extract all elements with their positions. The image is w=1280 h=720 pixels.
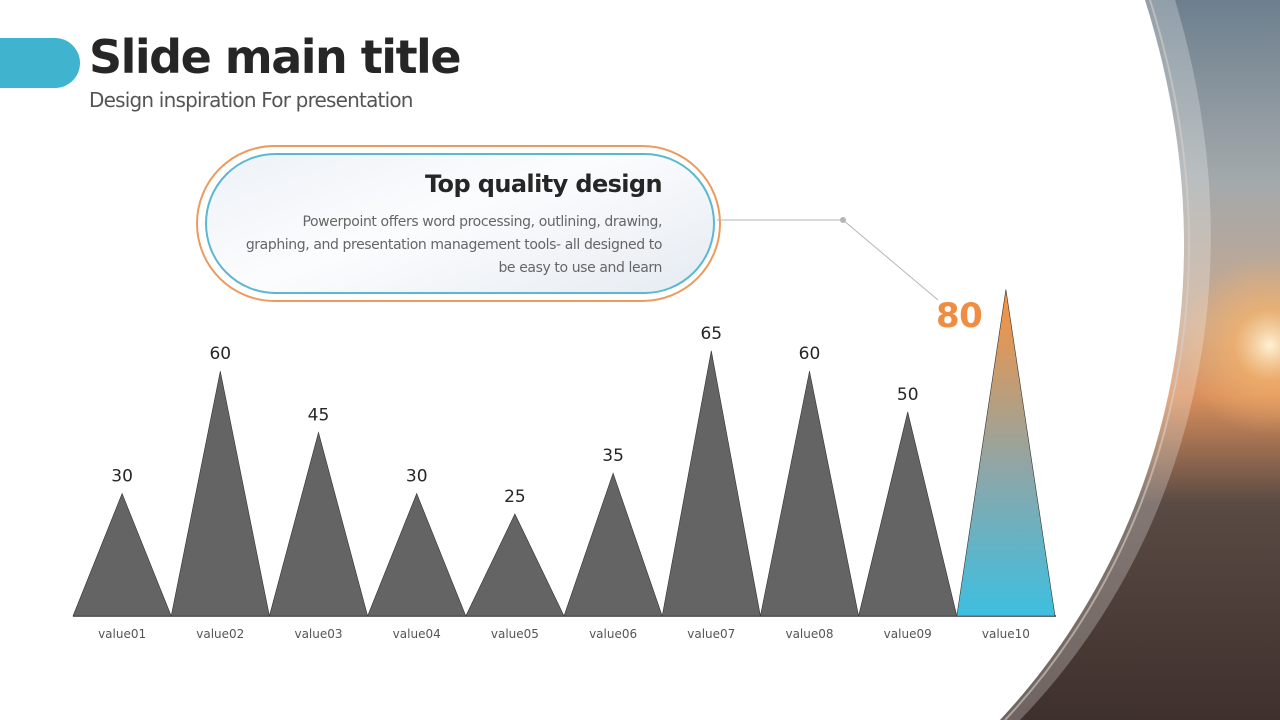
highlight-value-label: 80 <box>936 296 983 336</box>
value-label-value06: 35 <box>602 446 624 466</box>
category-label-value10: value10 <box>982 627 1030 641</box>
category-label-value04: value04 <box>393 627 441 641</box>
title-accent-bar <box>0 38 80 88</box>
triangle-bar-value06 <box>563 472 663 617</box>
triangle-bar-value01 <box>72 492 172 617</box>
category-label-value05: value05 <box>491 627 539 641</box>
triangle-bar-value08 <box>760 371 859 617</box>
category-label-value01: value01 <box>98 627 146 641</box>
callout-connector-dot <box>840 217 846 223</box>
page-title: Slide main title <box>89 30 462 84</box>
category-label-value02: value02 <box>196 627 244 641</box>
value-label-value08: 60 <box>799 344 821 364</box>
triangle-bar-value04 <box>367 492 467 617</box>
callout-body: Powerpoint offers word processing, outli… <box>245 214 663 276</box>
value-label-value03: 45 <box>308 405 330 425</box>
category-label-value09: value09 <box>884 627 932 641</box>
triangle-bar-value07 <box>661 350 761 617</box>
callout-connector-line <box>717 219 939 301</box>
category-label-value07: value07 <box>687 627 735 641</box>
callout-outer-ring <box>196 145 721 302</box>
page-subtitle: Design inspiration For presentation <box>89 88 413 112</box>
value-label-value04: 30 <box>406 467 428 487</box>
triangle-bar-value02 <box>170 371 270 617</box>
category-label-value08: value08 <box>785 627 833 641</box>
value-label-value05: 25 <box>504 487 526 507</box>
triangle-bar-value10 <box>956 289 1056 617</box>
category-label-value03: value03 <box>294 627 342 641</box>
triangle-bar-value05 <box>465 513 565 617</box>
callout-inner-ring <box>205 153 715 294</box>
category-label-value06: value06 <box>589 627 637 641</box>
value-label-value01: 30 <box>111 467 133 487</box>
triangle-bar-value03 <box>269 431 368 617</box>
callout-title: Top quality design <box>424 170 663 198</box>
value-label-value09: 50 <box>897 385 919 405</box>
value-label-value02: 60 <box>209 344 231 364</box>
value-label-value07: 65 <box>700 324 722 344</box>
triangle-bar-value09 <box>858 411 958 617</box>
